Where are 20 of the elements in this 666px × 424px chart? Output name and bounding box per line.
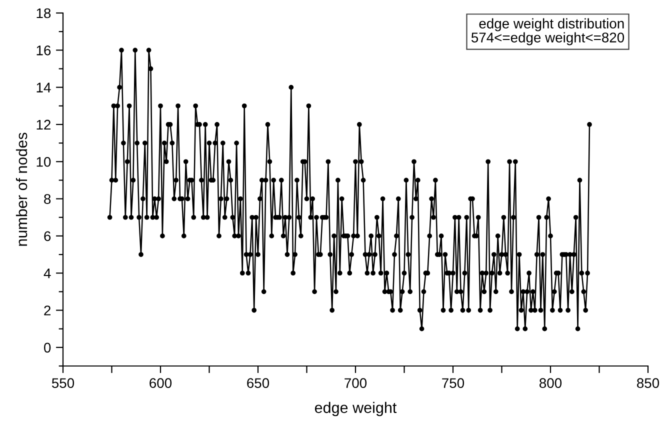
x-tick-label: 650 (247, 378, 270, 388)
x-tick-label: 550 (52, 378, 74, 388)
x-tick-label: 850 (637, 378, 660, 388)
y-tick-label: 16 (36, 45, 51, 56)
y-tick-label: 10 (36, 156, 51, 167)
x-axis-title: edge weight (314, 402, 397, 416)
x-tick-label: 700 (344, 378, 367, 388)
x-tick-label: 750 (442, 378, 464, 388)
y-tick-label: 0 (44, 342, 51, 353)
y-tick-label: 14 (36, 82, 51, 92)
y-axis-title: number of nodes (16, 132, 28, 246)
y-tick-label: 2 (44, 306, 50, 316)
y-tick-label: 6 (44, 231, 51, 242)
y-tick-label: 18 (36, 8, 51, 18)
x-tick-label: 800 (540, 378, 562, 388)
annotation: edge weight distribution 574<=edge weight<=820 (471, 18, 624, 46)
y-tick-label: 12 (36, 120, 50, 130)
y-tick-label: 4 (44, 268, 51, 278)
x-tick-label: 600 (150, 378, 172, 388)
y-tick-label: 8 (44, 194, 51, 204)
